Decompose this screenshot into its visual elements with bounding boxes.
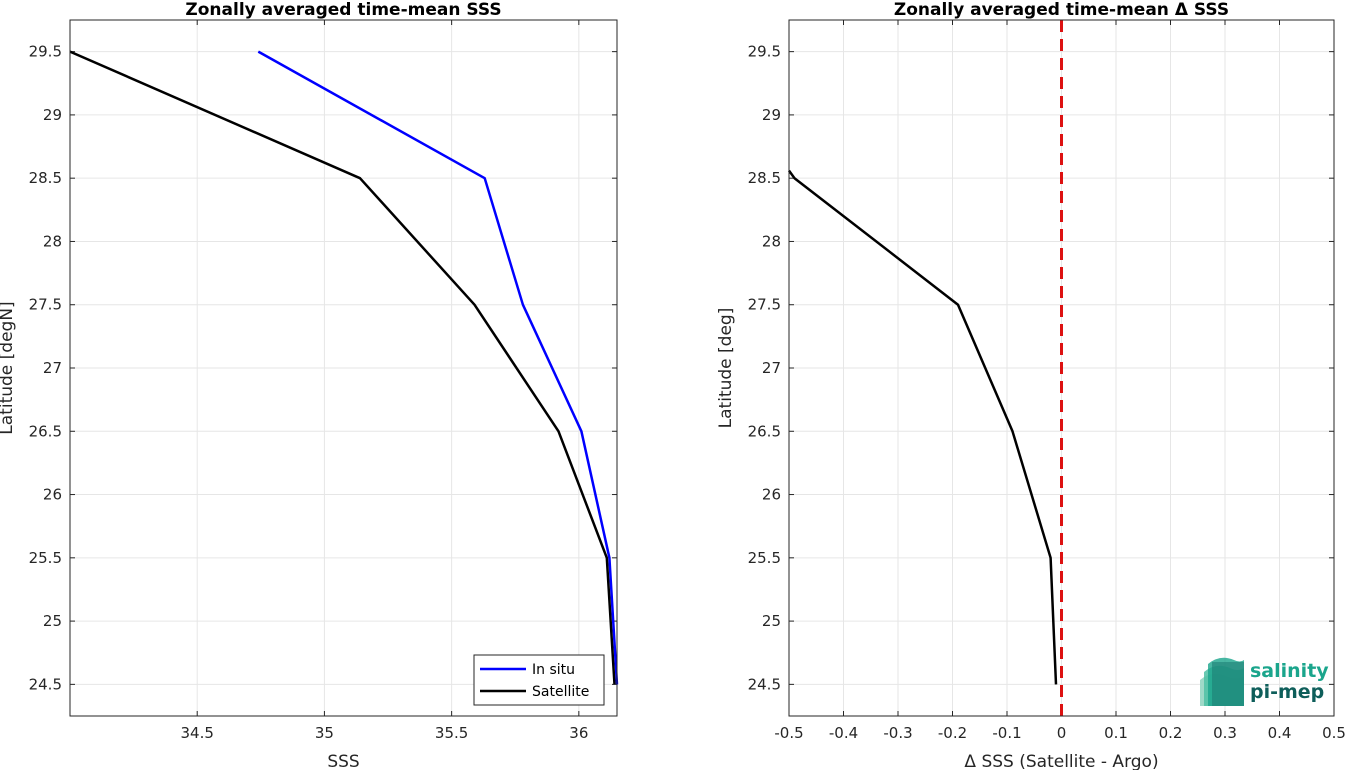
y-tick-label: 26.5 xyxy=(748,422,781,440)
delta-sss-x-axis-label: Δ SSS (Satellite - Argo) xyxy=(964,752,1158,770)
y-tick-label: 26.5 xyxy=(29,422,62,440)
x-tick-label: 35 xyxy=(315,724,334,742)
y-tick-label: 28 xyxy=(43,232,62,250)
y-tick-label: 29 xyxy=(762,106,781,124)
sss-y-axis-label: Latitude [degN] xyxy=(0,301,17,434)
logo-text-salinity: salinity xyxy=(1250,660,1329,682)
delta-sss-y-axis-label: Latitude [deg] xyxy=(716,308,736,429)
delta-sss-series-lines xyxy=(787,169,1058,685)
legend-box xyxy=(473,654,605,706)
y-tick-label: 28.5 xyxy=(29,169,62,187)
y-tick-label: 27 xyxy=(43,359,62,377)
sss-plot-title: Zonally averaged time-mean SSS xyxy=(185,0,501,20)
y-tick-label: 29.5 xyxy=(29,43,62,61)
series-line-satellite xyxy=(69,50,616,685)
delta-sss-plot-frame xyxy=(788,19,1335,717)
x-tick-label: 0.1 xyxy=(1104,724,1128,742)
sss-series-lines xyxy=(69,50,619,685)
y-tick-label: 25.5 xyxy=(29,549,62,567)
x-tick-label: 0.5 xyxy=(1322,724,1346,742)
y-tick-label: 28 xyxy=(762,232,781,250)
y-tick-label: 24.5 xyxy=(748,675,781,693)
y-tick-label: 28.5 xyxy=(748,169,781,187)
x-tick-label: 0.2 xyxy=(1159,724,1183,742)
y-tick-label: 26 xyxy=(762,486,781,504)
legend-entry-in-situ: In situ xyxy=(532,662,575,678)
logo-text-pi-mep: pi-mep xyxy=(1250,681,1324,703)
delta-sss-plot: -0.5 -0.4 -0.3 -0.2 -0.1 0 0.1 0.2 0.3 0.4 0.5 24.… xyxy=(716,0,1346,770)
x-tick-label: 35.5 xyxy=(435,724,468,742)
x-tick-label: -0.5 xyxy=(774,724,803,742)
wave-logo-icon xyxy=(1200,657,1244,706)
sss-grid xyxy=(70,20,617,716)
x-tick-label: -0.4 xyxy=(829,724,858,742)
sss-legend: In situ Satellite xyxy=(473,654,605,706)
x-tick-label: -0.1 xyxy=(992,724,1021,742)
x-tick-label: 0 xyxy=(1057,724,1067,742)
x-tick-label: 34.5 xyxy=(181,724,214,742)
delta-sss-x-tick-labels: -0.5 -0.4 -0.3 -0.2 -0.1 0 0.1 0.2 0.3 0.4 0.5 xyxy=(774,724,1346,742)
y-tick-label: 24.5 xyxy=(29,675,62,693)
legend-entry-satellite: Satellite xyxy=(532,684,589,700)
sss-x-axis-label: SSS xyxy=(327,752,359,770)
sss-plot: 34.5 35 35.5 36 24.5 25 25.5 26 26.5 27 27.5 28 28.… xyxy=(0,0,619,770)
y-tick-label: 27 xyxy=(762,359,781,377)
x-tick-label: -0.2 xyxy=(938,724,967,742)
delta-sss-y-tick-labels: 24.5 25 25.5 26 26.5 27 27.5 28 28.5 29 29.5 xyxy=(748,43,781,694)
y-tick-label: 26 xyxy=(43,486,62,504)
y-tick-label: 25 xyxy=(762,612,781,630)
y-tick-label: 25 xyxy=(43,612,62,630)
x-tick-label: 0.3 xyxy=(1213,724,1237,742)
sss-y-tick-labels: 24.5 25 25.5 26 26.5 27 27.5 28 28.5 29 29.5 xyxy=(29,43,62,694)
y-tick-label: 27.5 xyxy=(29,296,62,314)
delta-sss-plot-title: Zonally averaged time-mean Δ SSS xyxy=(894,0,1229,20)
x-tick-label: 0.4 xyxy=(1268,724,1292,742)
series-line-in-situ xyxy=(257,50,619,685)
y-tick-label: 29 xyxy=(43,106,62,124)
y-tick-label: 25.5 xyxy=(748,549,781,567)
sss-x-tick-labels: 34.5 35 35.5 36 xyxy=(181,724,589,742)
sss-plot-frame xyxy=(69,19,618,717)
y-tick-label: 29.5 xyxy=(748,43,781,61)
series-line-0 xyxy=(787,169,1058,685)
y-tick-label: 27.5 xyxy=(748,296,781,314)
x-tick-label: -0.3 xyxy=(883,724,912,742)
salinity-pi-mep-logo: salinity pi-mep xyxy=(1200,657,1329,706)
x-tick-label: 36 xyxy=(569,724,588,742)
